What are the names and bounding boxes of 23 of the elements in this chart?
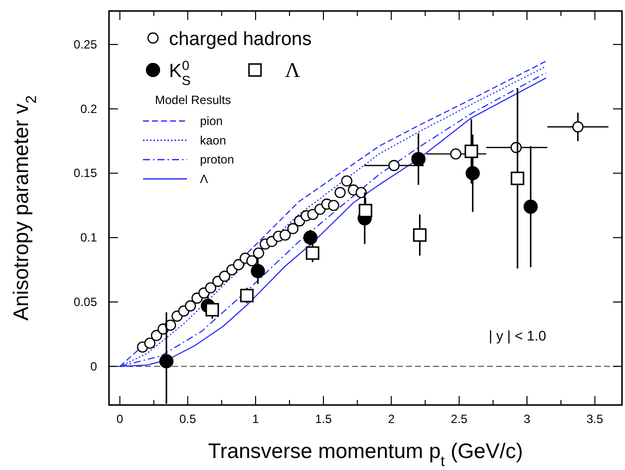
x-tick-label: 3 xyxy=(524,412,531,426)
x-tick-label: 3.5 xyxy=(586,412,604,426)
y-tick-label: 0.15 xyxy=(74,166,98,180)
x-tick-label: 1.5 xyxy=(315,412,332,426)
y-tick-label: 0.1 xyxy=(80,230,98,245)
x-tick-label: 2.5 xyxy=(450,412,468,426)
y-tick-label: 0.2 xyxy=(80,102,98,116)
x-tick-label: 2 xyxy=(388,412,395,426)
legend-label: charged hadrons xyxy=(169,29,312,50)
annotation: | y | < 1.0 xyxy=(488,328,546,344)
y-tick-label: 0 xyxy=(90,359,98,374)
y-tick-label: 0.25 xyxy=(74,37,98,52)
legend-label: pion xyxy=(200,114,223,128)
x-tick-label: 0 xyxy=(116,412,124,426)
legend-label: proton xyxy=(200,152,234,167)
x-tick-label: 0.5 xyxy=(179,412,196,426)
legend-label: Λ xyxy=(285,58,301,82)
legend-label: Λ xyxy=(200,172,208,186)
x-tick-label: 1 xyxy=(252,412,260,426)
legend-label: kaon xyxy=(200,133,226,148)
x-axis-title: Transverse momentum p$_{t}$ (GeV/c) xyxy=(208,440,523,470)
y-tick-label: 0.05 xyxy=(74,294,98,309)
legend-title: Model Results xyxy=(155,93,232,107)
